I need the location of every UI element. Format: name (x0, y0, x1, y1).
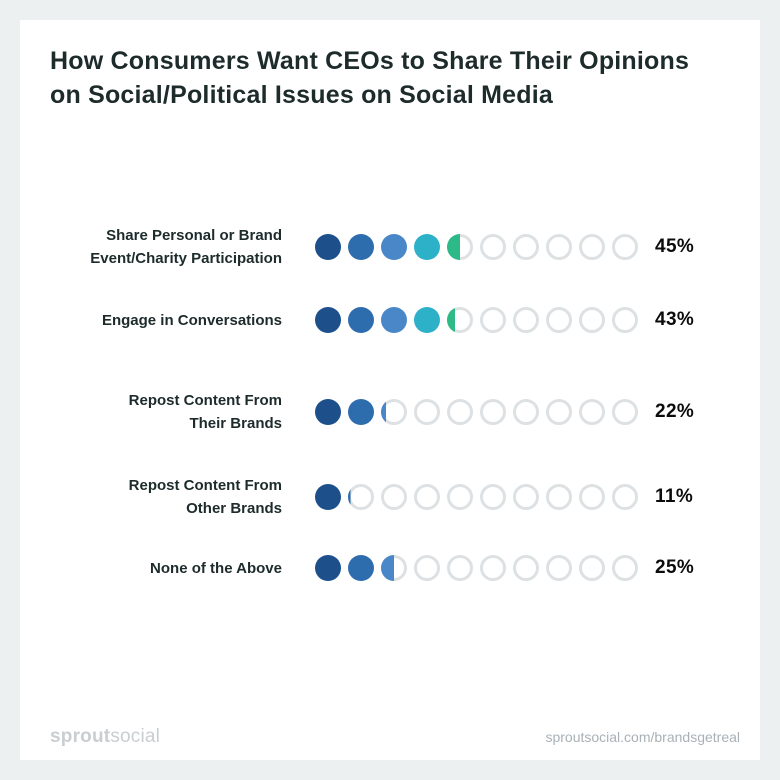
dot (447, 555, 473, 581)
dot (381, 484, 407, 510)
dot (612, 484, 638, 510)
dot (612, 399, 638, 425)
row-value: 43% (655, 309, 695, 330)
dot (612, 234, 638, 260)
row-label: Engage in Conversations (101, 311, 282, 329)
dot-track (315, 484, 638, 510)
dot (315, 307, 341, 333)
chart-row: Share Personal or Brand Event/Charity Pa… (20, 224, 760, 270)
dot (513, 234, 539, 260)
dot-track (315, 307, 638, 333)
dot (315, 484, 341, 510)
dot (480, 399, 506, 425)
infographic-card: How Consumers Want CEOs to Share Their O… (20, 20, 760, 760)
dot (348, 307, 374, 333)
dot-track (315, 399, 638, 425)
sproutsocial-logo: sproutsocial (50, 726, 160, 748)
footer-url: sproutsocial.com/brandsgetreal (545, 729, 740, 745)
dot (546, 399, 572, 425)
chart-row: Repost Content From Other Brands 11% (20, 474, 760, 520)
chart-title: How Consumers Want CEOs to Share Their O… (50, 47, 690, 109)
logo-text-bold: sprout (50, 726, 111, 747)
dot (546, 555, 572, 581)
dot (414, 555, 440, 581)
dot (480, 234, 506, 260)
row-value: 22% (655, 401, 695, 422)
dot (381, 234, 407, 260)
dot (480, 307, 506, 333)
row-value: 45% (655, 236, 695, 257)
dot (447, 484, 473, 510)
dot (315, 399, 341, 425)
dot (447, 399, 473, 425)
dot (447, 234, 473, 260)
dot-matrix-chart: Share Personal or Brand Event/Charity Pa… (20, 20, 760, 760)
dot (414, 484, 440, 510)
row-label: Repost Content From Other Brands (128, 477, 282, 517)
row-value: 11% (655, 486, 694, 507)
dot (513, 307, 539, 333)
dot (612, 307, 638, 333)
footer: sproutsocial sproutsocial.com/brandsgetr… (50, 726, 740, 748)
dot (414, 234, 440, 260)
dot (348, 484, 374, 510)
dot (348, 555, 374, 581)
dot (513, 484, 539, 510)
dot (579, 555, 605, 581)
dot (381, 555, 407, 581)
dot (579, 484, 605, 510)
dot (381, 399, 407, 425)
dot (579, 307, 605, 333)
dot (513, 555, 539, 581)
row-label: Share Personal or Brand Event/Charity Pa… (90, 227, 282, 267)
dot (381, 307, 407, 333)
dot (348, 234, 374, 260)
dot (315, 555, 341, 581)
dot (414, 307, 440, 333)
dot (546, 484, 572, 510)
dot-track (315, 234, 638, 260)
dot (480, 555, 506, 581)
chart-row: Engage in Conversations 43% (20, 307, 760, 333)
row-value: 25% (655, 557, 695, 578)
dot (513, 399, 539, 425)
dot (612, 555, 638, 581)
dot (447, 307, 473, 333)
dot (546, 234, 572, 260)
dot (546, 307, 572, 333)
dot (480, 484, 506, 510)
dot (579, 399, 605, 425)
chart-row: None of the Above 25% (20, 555, 760, 581)
dot (414, 399, 440, 425)
dot-track (315, 555, 638, 581)
dot (315, 234, 341, 260)
row-label: None of the Above (150, 559, 282, 577)
logo-text-light: social (110, 726, 161, 747)
dot (348, 399, 374, 425)
chart-row: Repost Content From Their Brands 22% (20, 389, 760, 435)
dot (579, 234, 605, 260)
row-label: Repost Content From Their Brands (128, 392, 282, 432)
